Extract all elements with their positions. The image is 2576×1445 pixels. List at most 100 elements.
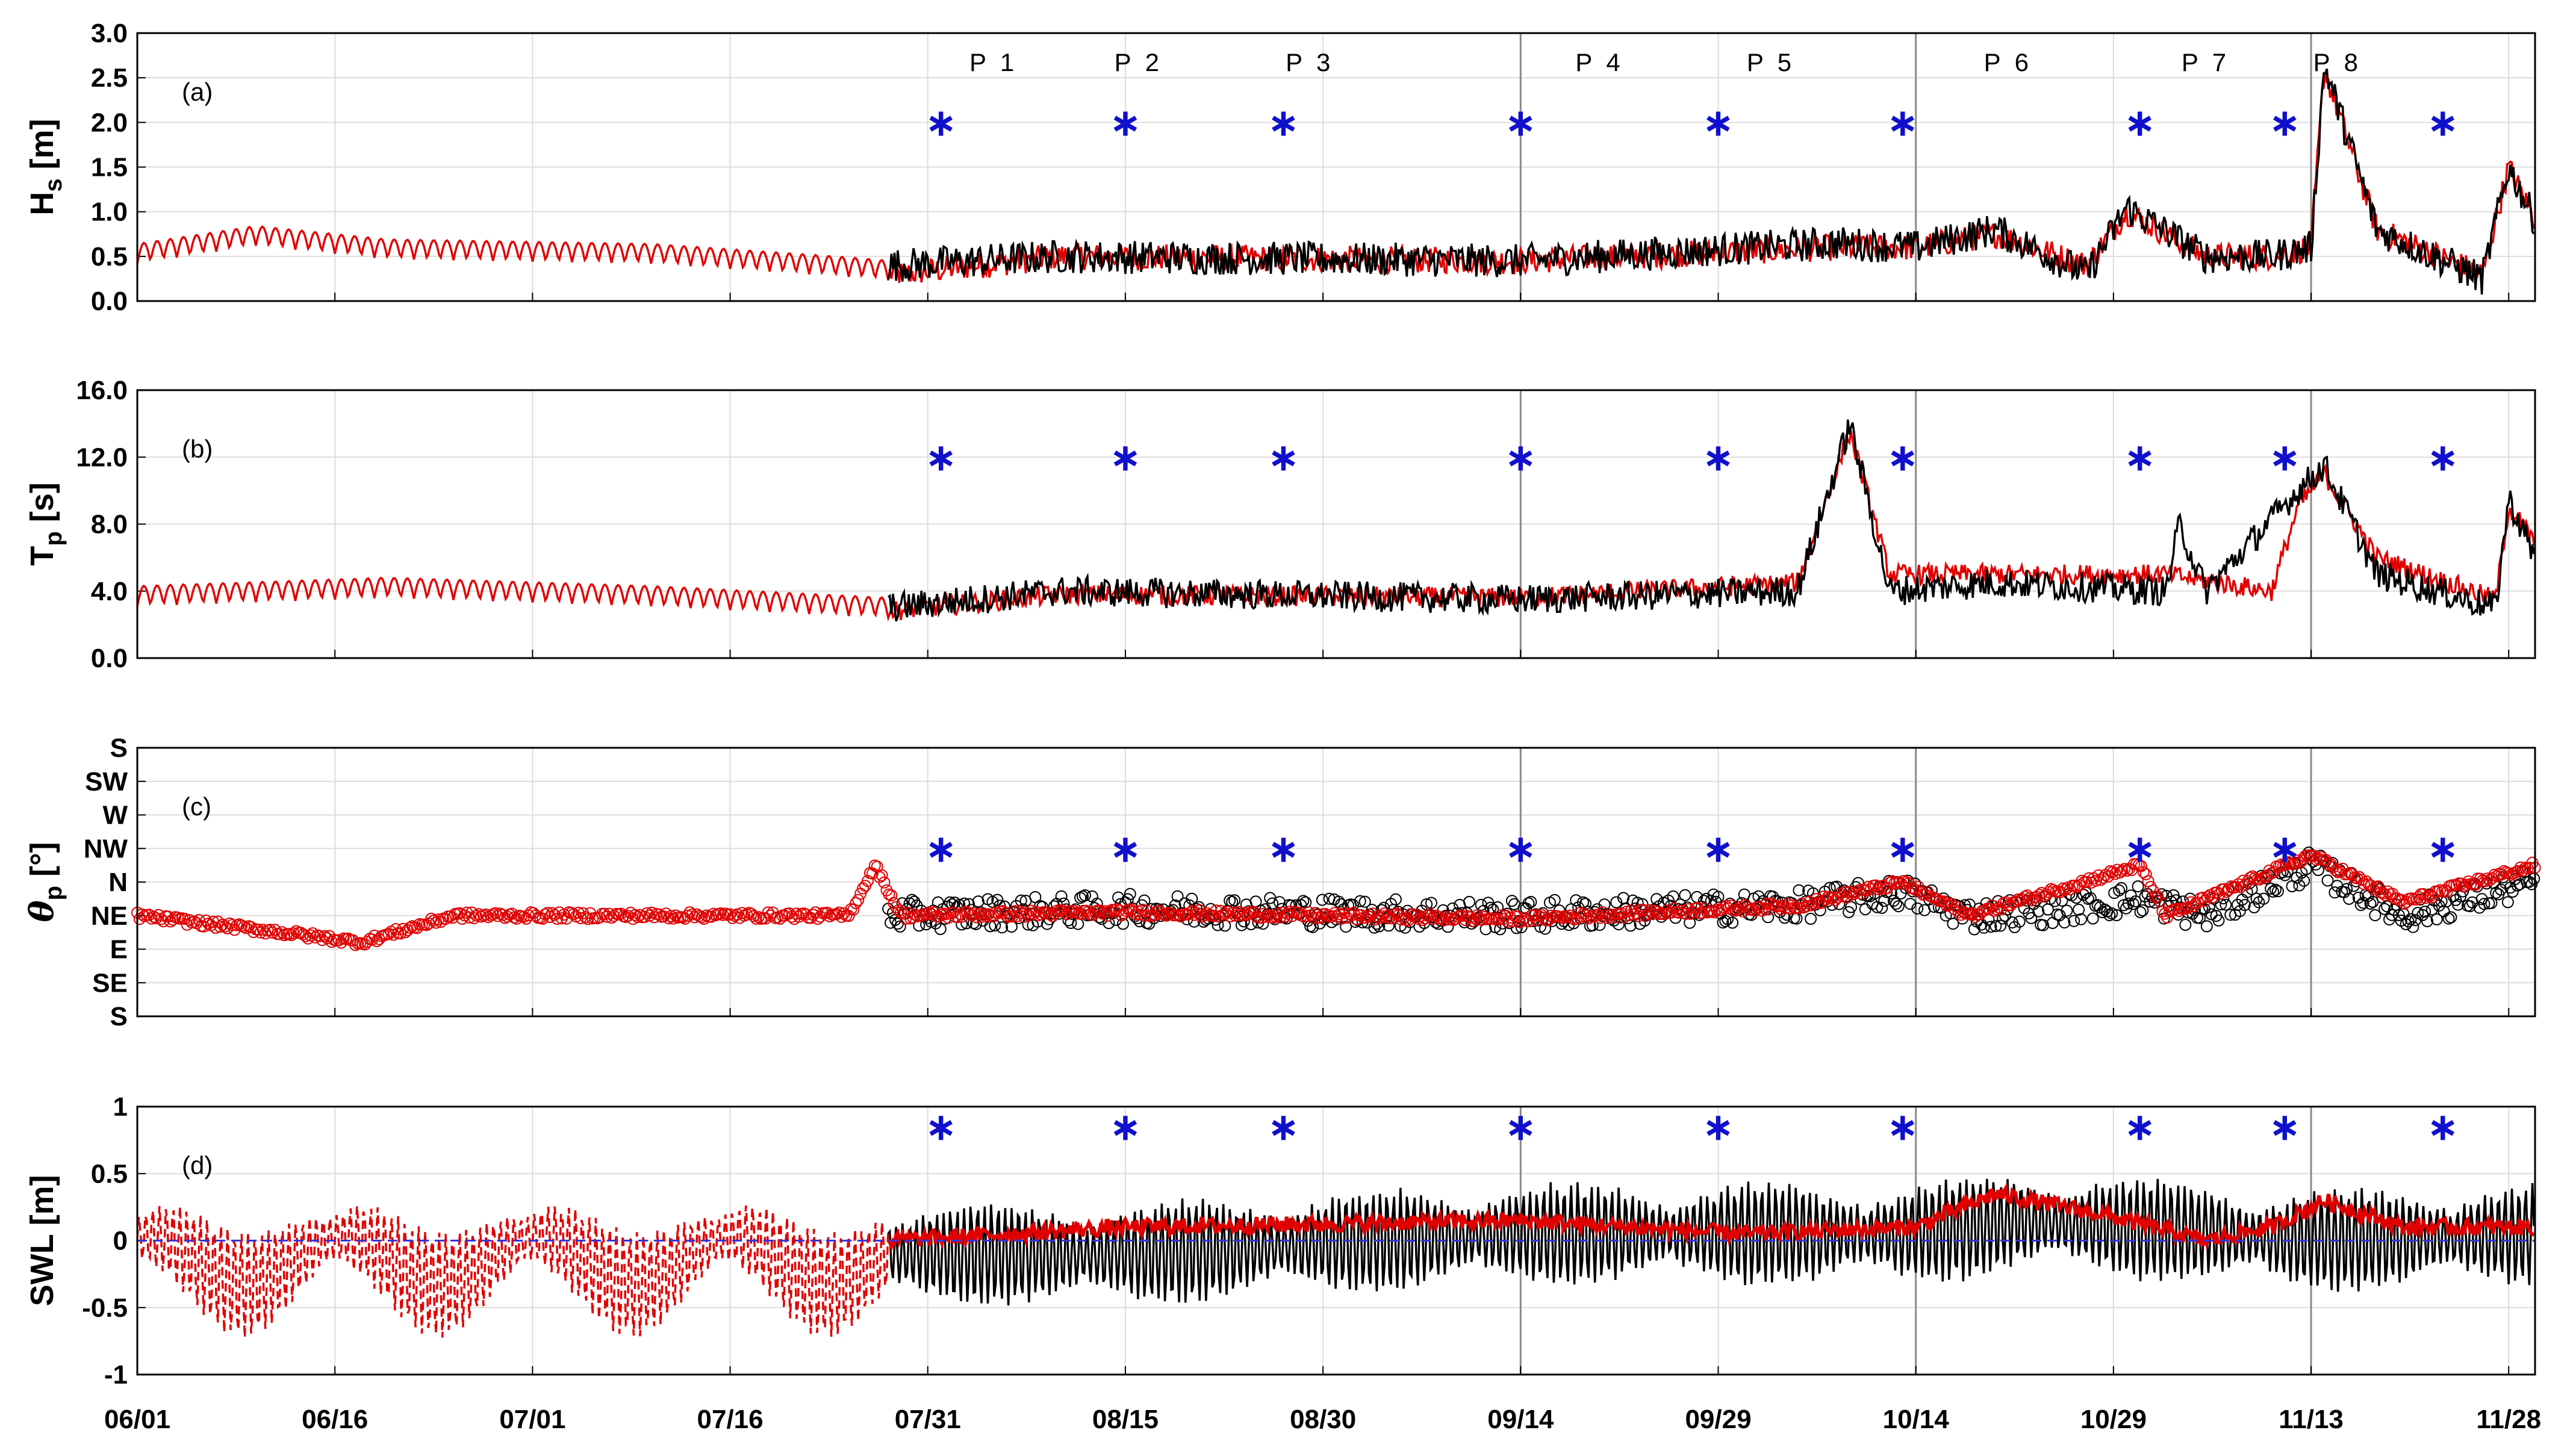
data-point: [2118, 863, 2131, 875]
data-point: [1575, 910, 1588, 923]
y-tick-label: 1.5: [91, 153, 128, 182]
y-tick-label: W: [102, 801, 128, 830]
data-point: [1884, 877, 1896, 889]
data-point: [934, 923, 947, 935]
x-tick-label: 11/28: [2476, 1405, 2541, 1434]
survey-marker: ∗: [1268, 827, 1300, 871]
data-point: [1089, 906, 1101, 918]
y-tick-label: 0.5: [91, 1159, 128, 1189]
data-point: [2132, 880, 2144, 893]
data-point: [2233, 905, 2246, 918]
survey-marker: ∗: [2268, 1105, 2301, 1149]
data-point: [1871, 901, 1884, 913]
data-point: [1031, 915, 1044, 928]
data-point: [1878, 895, 1891, 907]
data-point: [963, 908, 976, 921]
data-point: [2111, 909, 2123, 921]
data-point: [2075, 913, 2087, 925]
panel-c: S SEE NE N NW W SW S ∗ ∗ ∗ ∗ ∗ ∗ ∗ ∗ ∗ (c) θp [°]: [22, 733, 2541, 1031]
data-point: [2212, 914, 2225, 927]
data-point: [2407, 921, 2419, 933]
survey-marker: ∗: [2124, 1105, 2156, 1149]
data-point: [885, 889, 898, 902]
data-point: [2450, 879, 2463, 892]
data-point: [1186, 892, 1198, 905]
data-point: [1138, 894, 1151, 907]
data-point: [1224, 910, 1237, 922]
data-point: [1395, 913, 1408, 926]
survey-marker: ∗: [1504, 101, 1537, 145]
data-point: [188, 915, 201, 928]
survey-marker: ∗: [1109, 101, 1142, 145]
survey-marker: ∗: [2268, 101, 2301, 145]
data-point: [2273, 860, 2285, 873]
survey-marker: ∗: [2268, 435, 2301, 480]
data-point: [1476, 913, 1488, 926]
survey-marker: ∗: [1887, 1105, 1919, 1149]
data-point: [2280, 859, 2292, 871]
survey-marker: ∗: [1702, 827, 1735, 871]
data-point: [325, 936, 338, 948]
data-point: [1985, 921, 1997, 933]
panel-label: (c): [182, 792, 211, 821]
data-point: [1720, 900, 1732, 912]
data-point: [2248, 872, 2261, 884]
data-point: [238, 921, 250, 933]
data-point: [266, 926, 279, 939]
survey-marker: ∗: [2427, 827, 2459, 871]
data-point: [2481, 872, 2494, 885]
data-point: [2047, 884, 2060, 897]
data-point: [1890, 898, 1902, 910]
data-point: [2136, 904, 2149, 916]
data-point: [1316, 893, 1328, 906]
period-label: P 4: [1575, 48, 1623, 76]
data-point: [1784, 902, 1796, 915]
data-point: [1358, 895, 1371, 908]
data-point: [1127, 906, 1140, 918]
data-point: [842, 910, 855, 922]
data-point: [1876, 901, 1888, 914]
data-point: [332, 934, 345, 946]
data-point: [2116, 865, 2129, 877]
data-point: [1055, 890, 1068, 903]
data-point: [1504, 912, 1517, 924]
data-point: [747, 910, 760, 922]
data-point: [2090, 874, 2102, 887]
data-point: [1911, 902, 1924, 915]
data-point: [1862, 880, 1874, 893]
data-point: [1523, 915, 1535, 928]
survey-marker: ∗: [925, 101, 957, 145]
data-point: [1297, 895, 1310, 907]
data-point: [2525, 878, 2538, 890]
data-point: [1198, 909, 1211, 921]
data-point: [1803, 895, 1815, 908]
data-point: [847, 903, 860, 916]
data-point: [1034, 908, 1047, 921]
data-point: [2139, 868, 2152, 881]
data-point: [387, 928, 400, 941]
data-point: [2313, 853, 2326, 865]
data-point: [2501, 896, 2514, 909]
data-point: [1617, 892, 1629, 904]
data-point: [2485, 897, 2498, 909]
data-point: [1288, 906, 1301, 918]
data-point: [1389, 893, 1402, 906]
data-point: [1322, 909, 1334, 922]
data-point: [752, 911, 765, 924]
data-point: [1103, 906, 1116, 918]
axes-frame: [136, 1105, 2536, 1376]
data-point: [278, 929, 291, 942]
data-point: [1326, 910, 1339, 922]
data-point: [598, 907, 611, 920]
data-point: [2225, 880, 2238, 893]
data-point: [1892, 900, 1905, 913]
data-point: [2058, 916, 2071, 929]
data-point: [1805, 913, 1817, 925]
data-point: [2076, 874, 2088, 887]
data-point: [2097, 872, 2109, 884]
survey-marker: ∗: [1504, 435, 1537, 480]
series-line: [887, 1182, 2534, 1252]
y-tick-label: 2.0: [91, 108, 128, 137]
data-point: [2293, 879, 2306, 892]
data-point: [1980, 897, 1993, 910]
